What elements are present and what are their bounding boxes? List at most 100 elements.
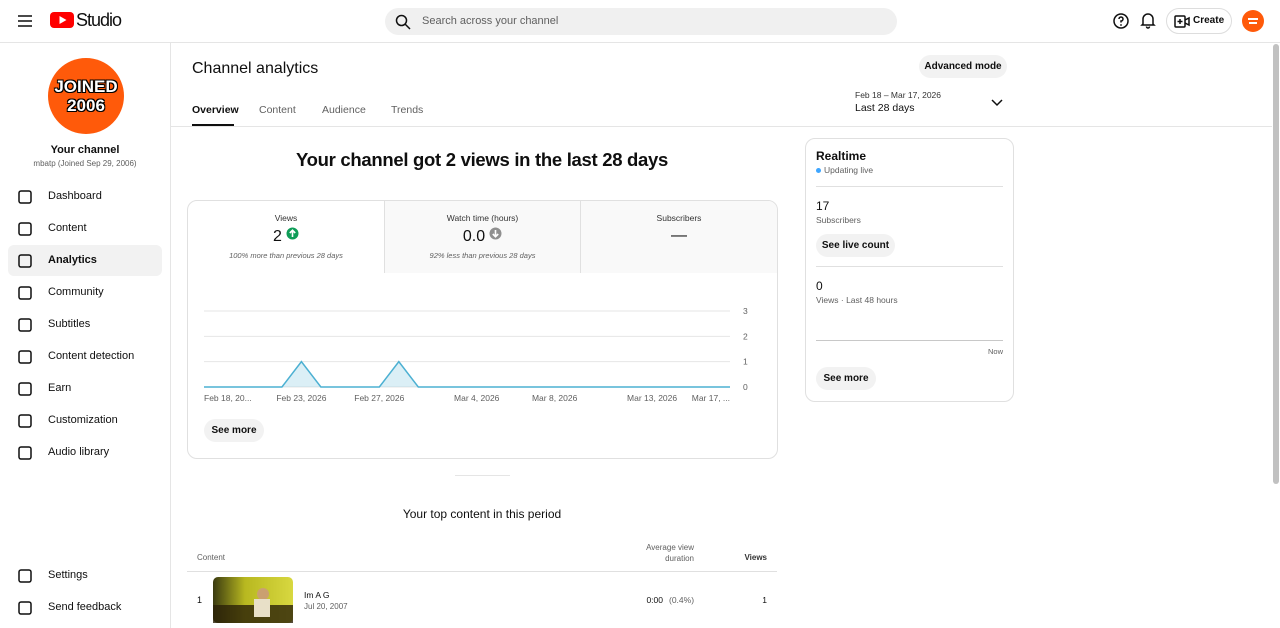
nav-label: Content detection <box>48 350 135 362</box>
nav-label: Dashboard <box>48 190 102 202</box>
realtime-baseline <box>816 340 1003 341</box>
tab[interactable]: Trends <box>391 104 424 116</box>
nav-item[interactable]: Customization <box>8 405 162 436</box>
metric-label: Views <box>274 213 298 223</box>
notifications-button[interactable] <box>1140 12 1156 29</box>
top-bar <box>0 0 1280 43</box>
avatar-line: JOINED <box>54 77 118 96</box>
help-button[interactable] <box>1113 13 1129 29</box>
avg-duration: 0:00 <box>646 595 663 605</box>
nav-icon <box>18 601 32 615</box>
trend-down-icon <box>489 227 502 240</box>
metric-value-text: 2 <box>273 228 282 245</box>
video-thumbnail[interactable] <box>213 577 293 623</box>
logo-icon[interactable] <box>50 11 74 29</box>
overview-card: 0 1 2 3 Feb 18, 20... Feb 23, 2026 Feb 27, 202… <box>187 200 778 459</box>
nav-item[interactable]: Content <box>8 213 162 244</box>
table-divider <box>187 571 777 572</box>
metric-divider <box>384 201 385 273</box>
date-dropdown[interactable] <box>991 98 1003 108</box>
create-button[interactable]: Create <box>1166 8 1232 34</box>
divider <box>816 186 1003 187</box>
realtime-title: Realtime <box>816 149 867 163</box>
menu-button[interactable] <box>17 13 33 29</box>
search-box[interactable]: Search across your channel <box>385 8 897 35</box>
create-icon <box>1174 15 1190 28</box>
nav-icon <box>18 382 32 396</box>
nav-label: Community <box>48 286 104 298</box>
nav-icon <box>18 318 32 332</box>
search-icon <box>395 14 411 30</box>
nav-item[interactable]: Analytics <box>8 245 162 276</box>
see-live-count-button[interactable]: See live count <box>816 234 895 257</box>
channel-avatar[interactable]: JOINED 2006 <box>48 58 124 134</box>
column-header: Average view duration <box>646 543 694 563</box>
see-more-button[interactable]: See more <box>816 367 876 390</box>
trend-up-icon <box>286 227 299 240</box>
nav-icon <box>18 286 32 300</box>
nav-label: Send feedback <box>48 601 122 613</box>
nav-icon <box>18 222 32 236</box>
column-header: Views <box>744 553 767 562</box>
y-tick-label: 3 <box>743 306 748 316</box>
now-label: Now <box>987 347 1003 356</box>
nav-item[interactable]: Subtitles <box>8 309 162 340</box>
date-label[interactable]: Last 28 days <box>855 102 915 114</box>
metric-label: Watch time (hours) <box>446 213 519 223</box>
nav-label: Customization <box>48 414 118 426</box>
tab[interactable]: Overview <box>192 104 239 116</box>
live-dot <box>816 168 821 173</box>
nav-label: Content <box>48 222 87 234</box>
scrollbar[interactable] <box>1273 44 1279 484</box>
nav-item[interactable]: Audio library <box>8 437 162 468</box>
metric-value: — <box>581 227 777 245</box>
nav-item[interactable]: Send feedback <box>8 592 162 623</box>
tabs-divider <box>170 126 1272 127</box>
metric-label: Subscribers <box>656 213 702 223</box>
video-title[interactable]: Im A G <box>304 590 330 600</box>
x-tick-label: Feb 18, 20... <box>204 393 252 403</box>
nav-item[interactable]: Content detection <box>8 341 162 372</box>
subscriber-label: Subscribers <box>816 215 861 225</box>
nav-icon <box>18 254 32 268</box>
views-48h: 0 <box>816 279 823 293</box>
x-tick-label: Mar 8, 2026 <box>532 393 578 403</box>
nav-label: Settings <box>48 569 88 581</box>
nav-item[interactable]: Settings <box>8 560 162 591</box>
tab[interactable]: Audience <box>322 104 366 116</box>
line <box>204 360 730 388</box>
views-count: 1 <box>762 595 767 605</box>
create-label: Create <box>1193 15 1225 26</box>
y-tick-label: 2 <box>743 331 748 341</box>
tab[interactable]: Content <box>259 104 296 116</box>
metric-value: 0.0 <box>385 227 581 246</box>
search-placeholder: Search across your channel <box>422 15 559 27</box>
account-avatar[interactable] <box>1242 10 1264 32</box>
channel-subtitle: mbatp (Joined Sep 29, 2006) <box>33 159 137 168</box>
see-more-button[interactable]: See more <box>204 419 264 442</box>
realtime-status: Updating live <box>824 165 874 175</box>
nav-label: Subtitles <box>48 318 91 330</box>
x-tick-label: Mar 17, ... <box>692 393 730 403</box>
views-48h-label: Views · Last 48 hours <box>816 295 898 305</box>
logo-text[interactable]: Studio <box>76 10 122 30</box>
nav-item[interactable]: Dashboard <box>8 181 162 212</box>
channel-title: Your channel <box>50 144 120 156</box>
area <box>204 361 730 387</box>
x-tick-label: Feb 27, 2026 <box>354 393 404 403</box>
nav-item[interactable]: Earn <box>8 373 162 404</box>
nav-item[interactable]: Community <box>8 277 162 308</box>
metric-value: 2 <box>188 227 384 246</box>
date-range[interactable]: Feb 18 – Mar 17, 2026 <box>855 90 942 100</box>
metric-divider <box>580 201 581 273</box>
x-tick-label: Mar 4, 2026 <box>454 393 500 403</box>
nav-label: Audio library <box>48 446 110 458</box>
video-date: Jul 20, 2007 <box>304 602 348 611</box>
rank: 1 <box>197 595 203 605</box>
nav-icon <box>18 569 32 583</box>
advanced-mode-button[interactable]: Advanced mode <box>919 55 1007 78</box>
nav-label: Earn <box>48 382 72 394</box>
metric-value-text: — <box>671 227 687 244</box>
divider <box>816 266 1003 267</box>
